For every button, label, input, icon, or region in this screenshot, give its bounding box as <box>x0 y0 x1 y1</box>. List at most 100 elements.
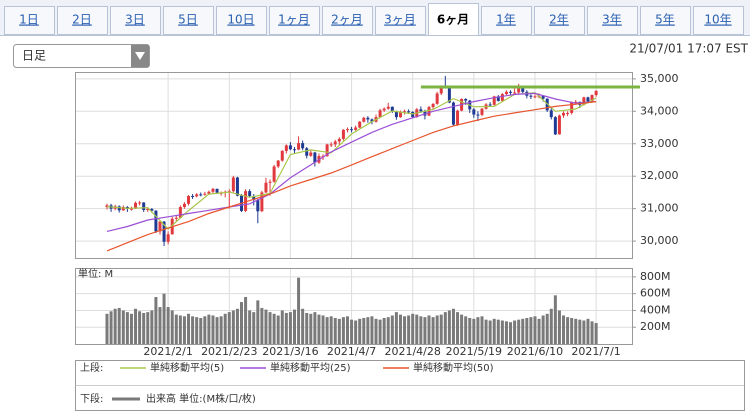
volume-bar <box>187 313 191 344</box>
candle-body <box>195 194 199 197</box>
y-tick-label: 800M <box>640 270 671 283</box>
candle-body <box>398 111 402 118</box>
volume-bar <box>398 314 402 344</box>
tab[interactable] <box>216 6 267 35</box>
tab-label[interactable]: 10年 <box>704 13 731 27</box>
volume-bar <box>419 316 423 344</box>
candle-body <box>264 182 268 193</box>
candle-body <box>117 206 121 211</box>
candle-body <box>313 152 317 163</box>
legend-label: 単純移動平均(5) <box>150 361 224 374</box>
candle-body <box>337 138 341 142</box>
tab[interactable] <box>375 6 426 35</box>
candle-body <box>427 107 431 116</box>
tab-label[interactable]: 1日 <box>19 13 39 27</box>
volume-bar <box>427 315 431 344</box>
tab[interactable] <box>322 6 373 35</box>
volume-bar <box>272 313 276 344</box>
volume-bar <box>158 307 162 344</box>
candle-body <box>129 208 133 210</box>
timestamp: 21/07/01 17:07 EST <box>629 42 748 56</box>
volume-bar <box>513 320 517 344</box>
volume-bar <box>500 320 504 344</box>
tab-label[interactable]: 1年 <box>496 13 516 27</box>
tab-label[interactable]: 2日 <box>72 13 92 27</box>
tab-label[interactable]: 6ヶ月 <box>437 13 469 27</box>
candle-body <box>472 109 476 115</box>
tab-label[interactable]: 5日 <box>178 13 198 27</box>
candle-body <box>142 202 146 210</box>
y-tick-label: 600M <box>640 287 671 300</box>
candle-body <box>182 203 186 208</box>
candle-body <box>570 102 574 113</box>
tab[interactable] <box>110 6 161 35</box>
tab[interactable] <box>693 6 744 35</box>
volume-bar <box>280 310 284 344</box>
candle-body <box>333 141 337 145</box>
tab[interactable] <box>534 6 585 35</box>
candle-body <box>500 94 504 101</box>
candle-body <box>268 181 272 183</box>
tab-label[interactable]: 2年 <box>549 13 569 27</box>
tab[interactable] <box>163 6 214 35</box>
tab-label[interactable]: 5年 <box>655 13 675 27</box>
candle-body <box>590 95 594 102</box>
volume-bar <box>333 317 337 344</box>
volume-bar <box>276 315 280 344</box>
candle-body <box>178 207 182 218</box>
candle-body <box>496 96 500 101</box>
candle-body <box>407 111 411 113</box>
volume-bar <box>301 308 305 344</box>
volume-bar <box>541 315 545 344</box>
tab-label[interactable]: 10日 <box>227 13 254 27</box>
tab[interactable] <box>587 6 638 35</box>
volume-bar <box>297 277 301 344</box>
candle-body <box>533 96 537 98</box>
candle-body <box>521 86 525 92</box>
candle-body <box>476 114 480 116</box>
dropdown-label[interactable]: 日足 <box>22 49 46 63</box>
unit-label: 単位: M <box>78 267 113 280</box>
tab[interactable] <box>428 3 479 36</box>
candle-body <box>403 111 407 113</box>
volume-bar <box>476 317 480 344</box>
volume-bar <box>154 297 158 344</box>
volume-bar <box>252 312 256 344</box>
tab[interactable] <box>640 6 691 35</box>
volume-bar <box>362 317 366 344</box>
volume-bar <box>313 312 317 344</box>
volume-bar <box>109 311 113 344</box>
volume-bar <box>203 316 207 344</box>
candle-body <box>305 148 309 156</box>
tab-label[interactable]: 3年 <box>602 13 622 27</box>
tab-label[interactable]: 3ヶ月 <box>384 13 416 27</box>
candle-body <box>284 145 288 151</box>
volume-bar <box>174 314 178 344</box>
tab-label[interactable]: 2ヶ月 <box>331 13 363 27</box>
candle-body <box>541 96 545 99</box>
x-tick-label: 2021/5/19 <box>446 345 502 358</box>
x-tick-label: 2021/4/28 <box>384 345 440 358</box>
tab-label[interactable]: 3日 <box>125 13 145 27</box>
volume-bar <box>138 311 142 344</box>
volume-bar <box>537 318 541 344</box>
tab-label[interactable]: 1ヶ月 <box>278 13 310 27</box>
volume-bar <box>227 312 231 344</box>
dropdown[interactable] <box>13 44 150 68</box>
volume-bar <box>525 317 529 344</box>
volume-bar <box>521 318 525 344</box>
candle-body <box>272 166 276 182</box>
volume-bar <box>219 316 223 344</box>
tab[interactable] <box>269 6 320 35</box>
candle-body <box>162 221 166 242</box>
volume-bar <box>488 320 492 344</box>
tab[interactable] <box>57 6 108 35</box>
volume-bar <box>431 317 435 344</box>
candle-body <box>366 117 370 120</box>
tab[interactable] <box>4 6 55 35</box>
candle-body <box>150 208 154 211</box>
candle-body <box>341 129 345 139</box>
tab[interactable] <box>481 6 532 35</box>
candle-body <box>146 208 150 210</box>
candle-body <box>513 92 517 94</box>
